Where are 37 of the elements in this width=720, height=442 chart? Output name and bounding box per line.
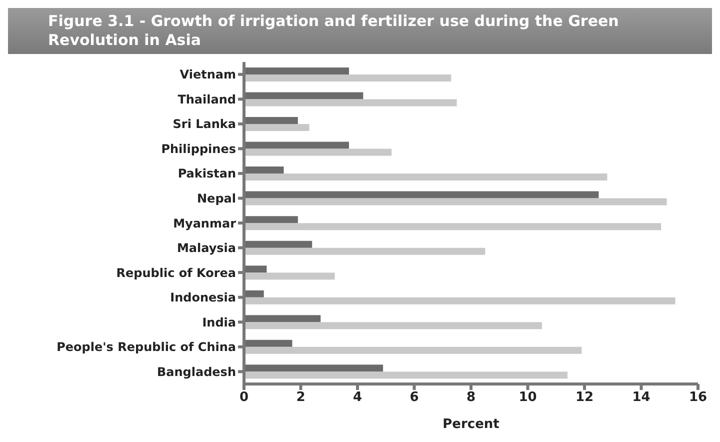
bar xyxy=(244,272,335,280)
x-tick-label: 6 xyxy=(410,390,419,406)
bar xyxy=(244,148,392,156)
y-tick-label: Malaysia xyxy=(176,241,236,256)
bar xyxy=(244,198,667,206)
bar xyxy=(244,124,310,131)
bar xyxy=(244,297,676,304)
x-axis-title: Percent xyxy=(442,417,500,432)
y-tick-label: Pakistan xyxy=(178,166,236,181)
bar xyxy=(244,248,486,255)
y-tick-label: Bangladesh xyxy=(156,364,236,379)
bar xyxy=(244,174,608,181)
x-tick-label: 12 xyxy=(575,390,594,406)
y-tick-label: People's Republic of China xyxy=(56,340,236,354)
x-tick-label: 10 xyxy=(518,390,537,406)
y-tick-label: Myanmar xyxy=(173,216,236,230)
bar xyxy=(244,322,542,330)
bar xyxy=(244,223,662,230)
chart-title: Figure 3.1 - Growth of irrigation and fertilizer use during the Green Revolution in Asia xyxy=(8,8,712,54)
x-tick-label: 0 xyxy=(239,390,249,406)
x-tick-label: 4 xyxy=(352,390,362,406)
y-tick-label: Republic of Korea xyxy=(116,266,236,280)
y-tick-label: Nepal xyxy=(197,191,236,206)
y-tick-label: India xyxy=(202,315,236,330)
x-tick-label: 16 xyxy=(688,390,708,406)
x-tick-label: 14 xyxy=(632,390,650,406)
x-tick-label: 2 xyxy=(296,390,306,406)
y-tick-label: Indonesia xyxy=(170,290,236,305)
bar xyxy=(244,372,568,379)
bar xyxy=(244,74,452,82)
bar xyxy=(244,346,582,354)
bar xyxy=(244,99,457,106)
y-tick-label: Sri Lanka xyxy=(172,117,236,132)
x-tick-label: 8 xyxy=(466,390,476,406)
y-tick-label: Thailand xyxy=(178,92,236,106)
y-tick-label: Philippines xyxy=(161,142,236,156)
y-tick-label: Vietnam xyxy=(180,68,236,82)
